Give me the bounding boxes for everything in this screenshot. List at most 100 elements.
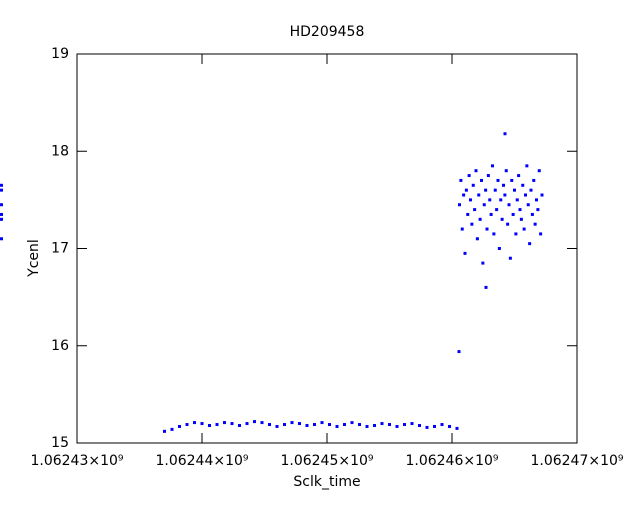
point: [486, 174, 490, 178]
point: [529, 188, 533, 192]
point: [350, 421, 354, 425]
point: [484, 188, 488, 192]
point: [507, 203, 511, 207]
point: [480, 178, 483, 182]
point: [230, 422, 234, 426]
point: [521, 183, 525, 187]
point: [535, 198, 538, 202]
point: [298, 422, 301, 426]
point: [533, 222, 537, 226]
x-tick-label: 1.06246×10⁹: [405, 453, 498, 469]
point: [488, 198, 492, 202]
point: [530, 212, 534, 216]
point: [536, 208, 540, 212]
point: [539, 232, 543, 236]
point: [260, 421, 264, 425]
point: [208, 423, 211, 427]
point: [482, 203, 486, 207]
point: [463, 251, 467, 255]
plot-frame: [76, 53, 578, 444]
point: [395, 424, 399, 428]
point: [245, 422, 249, 426]
point: [478, 217, 482, 221]
point: [0, 183, 3, 187]
point: [380, 422, 384, 426]
point: [275, 424, 279, 428]
point: [410, 422, 414, 426]
x-tick-label: 1.06244×10⁹: [155, 453, 248, 469]
point: [500, 217, 504, 221]
point: [358, 423, 361, 427]
point: [473, 208, 477, 212]
point: [185, 423, 189, 427]
point: [522, 227, 526, 231]
point: [470, 222, 474, 226]
point: [517, 174, 521, 178]
point: [489, 212, 493, 216]
point: [502, 183, 505, 187]
point: [515, 198, 519, 202]
point: [458, 203, 461, 207]
point: [485, 227, 489, 231]
point: [493, 188, 497, 192]
point: [464, 188, 468, 192]
point: [526, 203, 530, 207]
point: [460, 227, 464, 231]
point: [537, 169, 541, 173]
point: [492, 232, 496, 236]
chart-title: HD209458: [290, 24, 365, 40]
x-tick-label: 1.06243×10⁹: [30, 453, 123, 469]
point: [457, 350, 461, 354]
point: [469, 198, 472, 202]
x-tick-label: 1.06247×10⁹: [530, 453, 623, 469]
point: [475, 237, 479, 241]
point: [433, 424, 436, 428]
point: [513, 188, 516, 192]
point: [440, 423, 444, 427]
point: [305, 423, 309, 427]
point: [403, 423, 406, 427]
point: [511, 212, 515, 216]
point: [283, 423, 286, 427]
point: [471, 183, 475, 187]
point: [532, 178, 536, 182]
point: [499, 198, 503, 202]
point: [320, 421, 324, 425]
point: [491, 164, 494, 168]
point: [528, 242, 532, 246]
point: [474, 169, 478, 173]
point: [418, 423, 421, 427]
y-axis-label: Ycenl: [26, 239, 42, 278]
point: [496, 178, 500, 182]
point: [335, 424, 339, 428]
point: [518, 208, 522, 212]
point: [365, 424, 369, 428]
y-tick-label: 18: [51, 143, 69, 159]
point: [268, 423, 271, 427]
point: [524, 193, 527, 197]
point: [506, 222, 510, 226]
point: [0, 188, 3, 192]
point: [481, 261, 485, 265]
point: [510, 178, 514, 182]
point: [253, 420, 256, 424]
point: [215, 423, 219, 427]
y-tick-label: 17: [51, 241, 69, 257]
point: [193, 421, 196, 425]
point: [484, 285, 488, 289]
y-tick-label: 19: [51, 46, 69, 62]
point: [373, 423, 376, 427]
point: [503, 193, 507, 197]
point: [178, 424, 181, 428]
point: [328, 423, 331, 427]
y-tick-label: 15: [51, 435, 69, 451]
point: [514, 232, 518, 236]
point: [497, 247, 501, 250]
point: [343, 423, 346, 427]
point: [495, 208, 499, 212]
point: [467, 174, 471, 178]
point: [238, 423, 241, 427]
point: [466, 212, 470, 216]
point: [0, 203, 3, 207]
